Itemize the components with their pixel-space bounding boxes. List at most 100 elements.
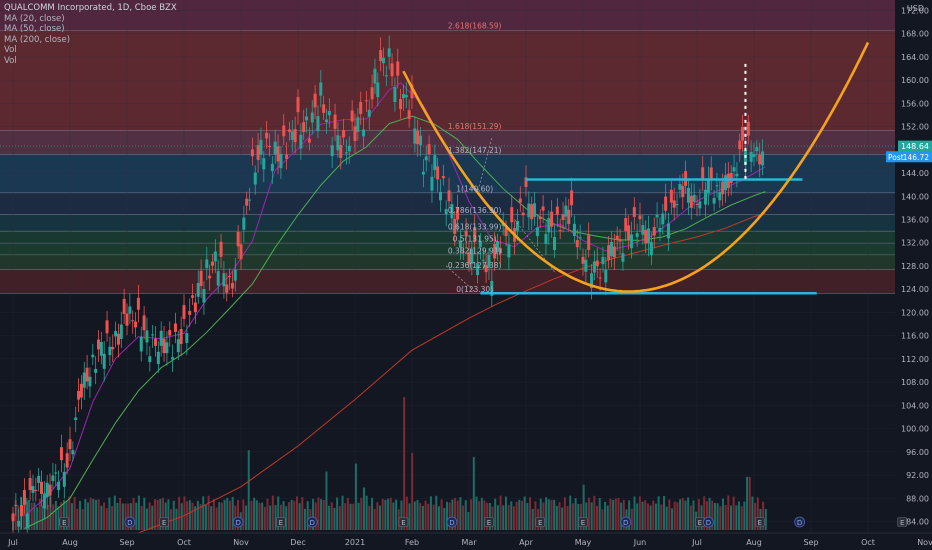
volume-bar	[204, 504, 207, 530]
candle	[111, 347, 115, 350]
volume-bar	[681, 497, 684, 530]
volume-bar	[172, 500, 175, 530]
candle	[136, 297, 140, 310]
candle	[296, 96, 300, 113]
candle	[550, 211, 554, 227]
volume-bar	[145, 508, 148, 530]
candle	[356, 117, 360, 133]
volume-bar	[529, 497, 532, 530]
dividend-marker	[232, 516, 244, 528]
volume-bar	[523, 496, 526, 530]
volume-bar	[188, 500, 191, 530]
candle	[313, 93, 317, 108]
candle	[607, 245, 611, 261]
candle	[615, 235, 619, 240]
volume-bar	[464, 500, 467, 530]
price-tick: 112.00	[901, 355, 929, 364]
price-tick: 124.00	[901, 285, 929, 294]
candle	[253, 172, 257, 185]
candle	[285, 154, 289, 159]
volume-bar	[746, 476, 749, 530]
ma200-legend[interactable]: MA (200, close)	[4, 34, 71, 45]
ma20-legend[interactable]: MA (20, close)	[4, 13, 65, 24]
candle	[268, 146, 271, 148]
candle	[498, 248, 502, 254]
candle	[108, 346, 112, 356]
volume-bar	[384, 499, 387, 530]
candle	[598, 277, 602, 279]
candle	[222, 273, 226, 287]
candle	[675, 204, 679, 206]
candle	[228, 276, 232, 278]
time-tick: Dec	[290, 538, 305, 547]
event-label: D	[797, 519, 802, 527]
volume-bar	[641, 501, 644, 530]
candle	[721, 181, 725, 195]
volume-bar	[81, 509, 84, 530]
volume-bar	[555, 505, 558, 530]
volume-bar	[349, 503, 352, 530]
candle	[305, 116, 309, 121]
volume-bar	[108, 497, 111, 530]
fib-label-5: 0.618(133.99)	[448, 223, 502, 232]
candle	[618, 239, 622, 242]
volume-bar	[703, 496, 706, 530]
volume-bar	[582, 484, 585, 530]
volume-bar	[210, 506, 213, 530]
post-price-label: 146.72	[903, 153, 929, 162]
candle	[159, 330, 163, 346]
candle	[527, 203, 531, 218]
candle	[299, 134, 303, 149]
candle	[712, 198, 716, 204]
candle	[447, 190, 451, 202]
event-label: E	[757, 519, 761, 527]
candle	[404, 94, 408, 98]
candle	[344, 152, 348, 154]
volume-legend[interactable]: Vol	[4, 45, 17, 56]
volume-bar	[475, 496, 478, 530]
candle	[401, 94, 405, 99]
volume-bar	[716, 503, 719, 530]
volume-bar	[261, 502, 264, 530]
volume-bar	[199, 504, 202, 530]
volume-bar	[73, 496, 76, 530]
volume-bar	[263, 506, 266, 530]
dividend-marker	[306, 516, 318, 528]
candle	[444, 209, 448, 215]
volume-bar	[437, 506, 440, 530]
dividend-marker	[124, 516, 136, 528]
volume-legend-2[interactable]: Vol	[4, 55, 17, 66]
volume-bar	[440, 499, 443, 530]
candle	[162, 338, 166, 354]
candle	[37, 475, 41, 483]
price-tick: 116.00	[901, 332, 929, 341]
volume-bar	[606, 505, 609, 530]
candle	[624, 218, 628, 232]
volume-bar	[652, 500, 655, 530]
ma50-legend[interactable]: MA (50, close)	[4, 24, 65, 35]
volume-bar	[405, 496, 408, 530]
volume-bar	[357, 502, 360, 530]
time-tick: Aug	[746, 538, 762, 547]
volume-bar	[705, 501, 708, 530]
candle	[242, 217, 246, 230]
candle	[259, 139, 263, 155]
candle	[293, 129, 297, 143]
volume-bar	[427, 503, 430, 530]
volume-bar	[496, 505, 499, 530]
candle	[59, 447, 63, 461]
volume-bar	[483, 500, 486, 530]
time-axis[interactable]: Jul Aug Sep Oct Nov Dec 2021 Feb Mar Apr May Jun Jul…	[0, 532, 932, 550]
fib-label-2: 1.382(147.21)	[448, 146, 502, 155]
price-tick: 132.00	[901, 239, 929, 248]
volume-bar	[306, 501, 309, 530]
volume-bar	[660, 504, 663, 530]
candle	[236, 231, 240, 247]
volume-bar	[764, 508, 767, 530]
volume-bar	[54, 500, 57, 530]
symbol-title[interactable]: QUALCOMM Incorporated, 1D, Cboe BZX	[4, 3, 177, 13]
volume-bar	[743, 501, 746, 530]
candle	[558, 230, 562, 232]
